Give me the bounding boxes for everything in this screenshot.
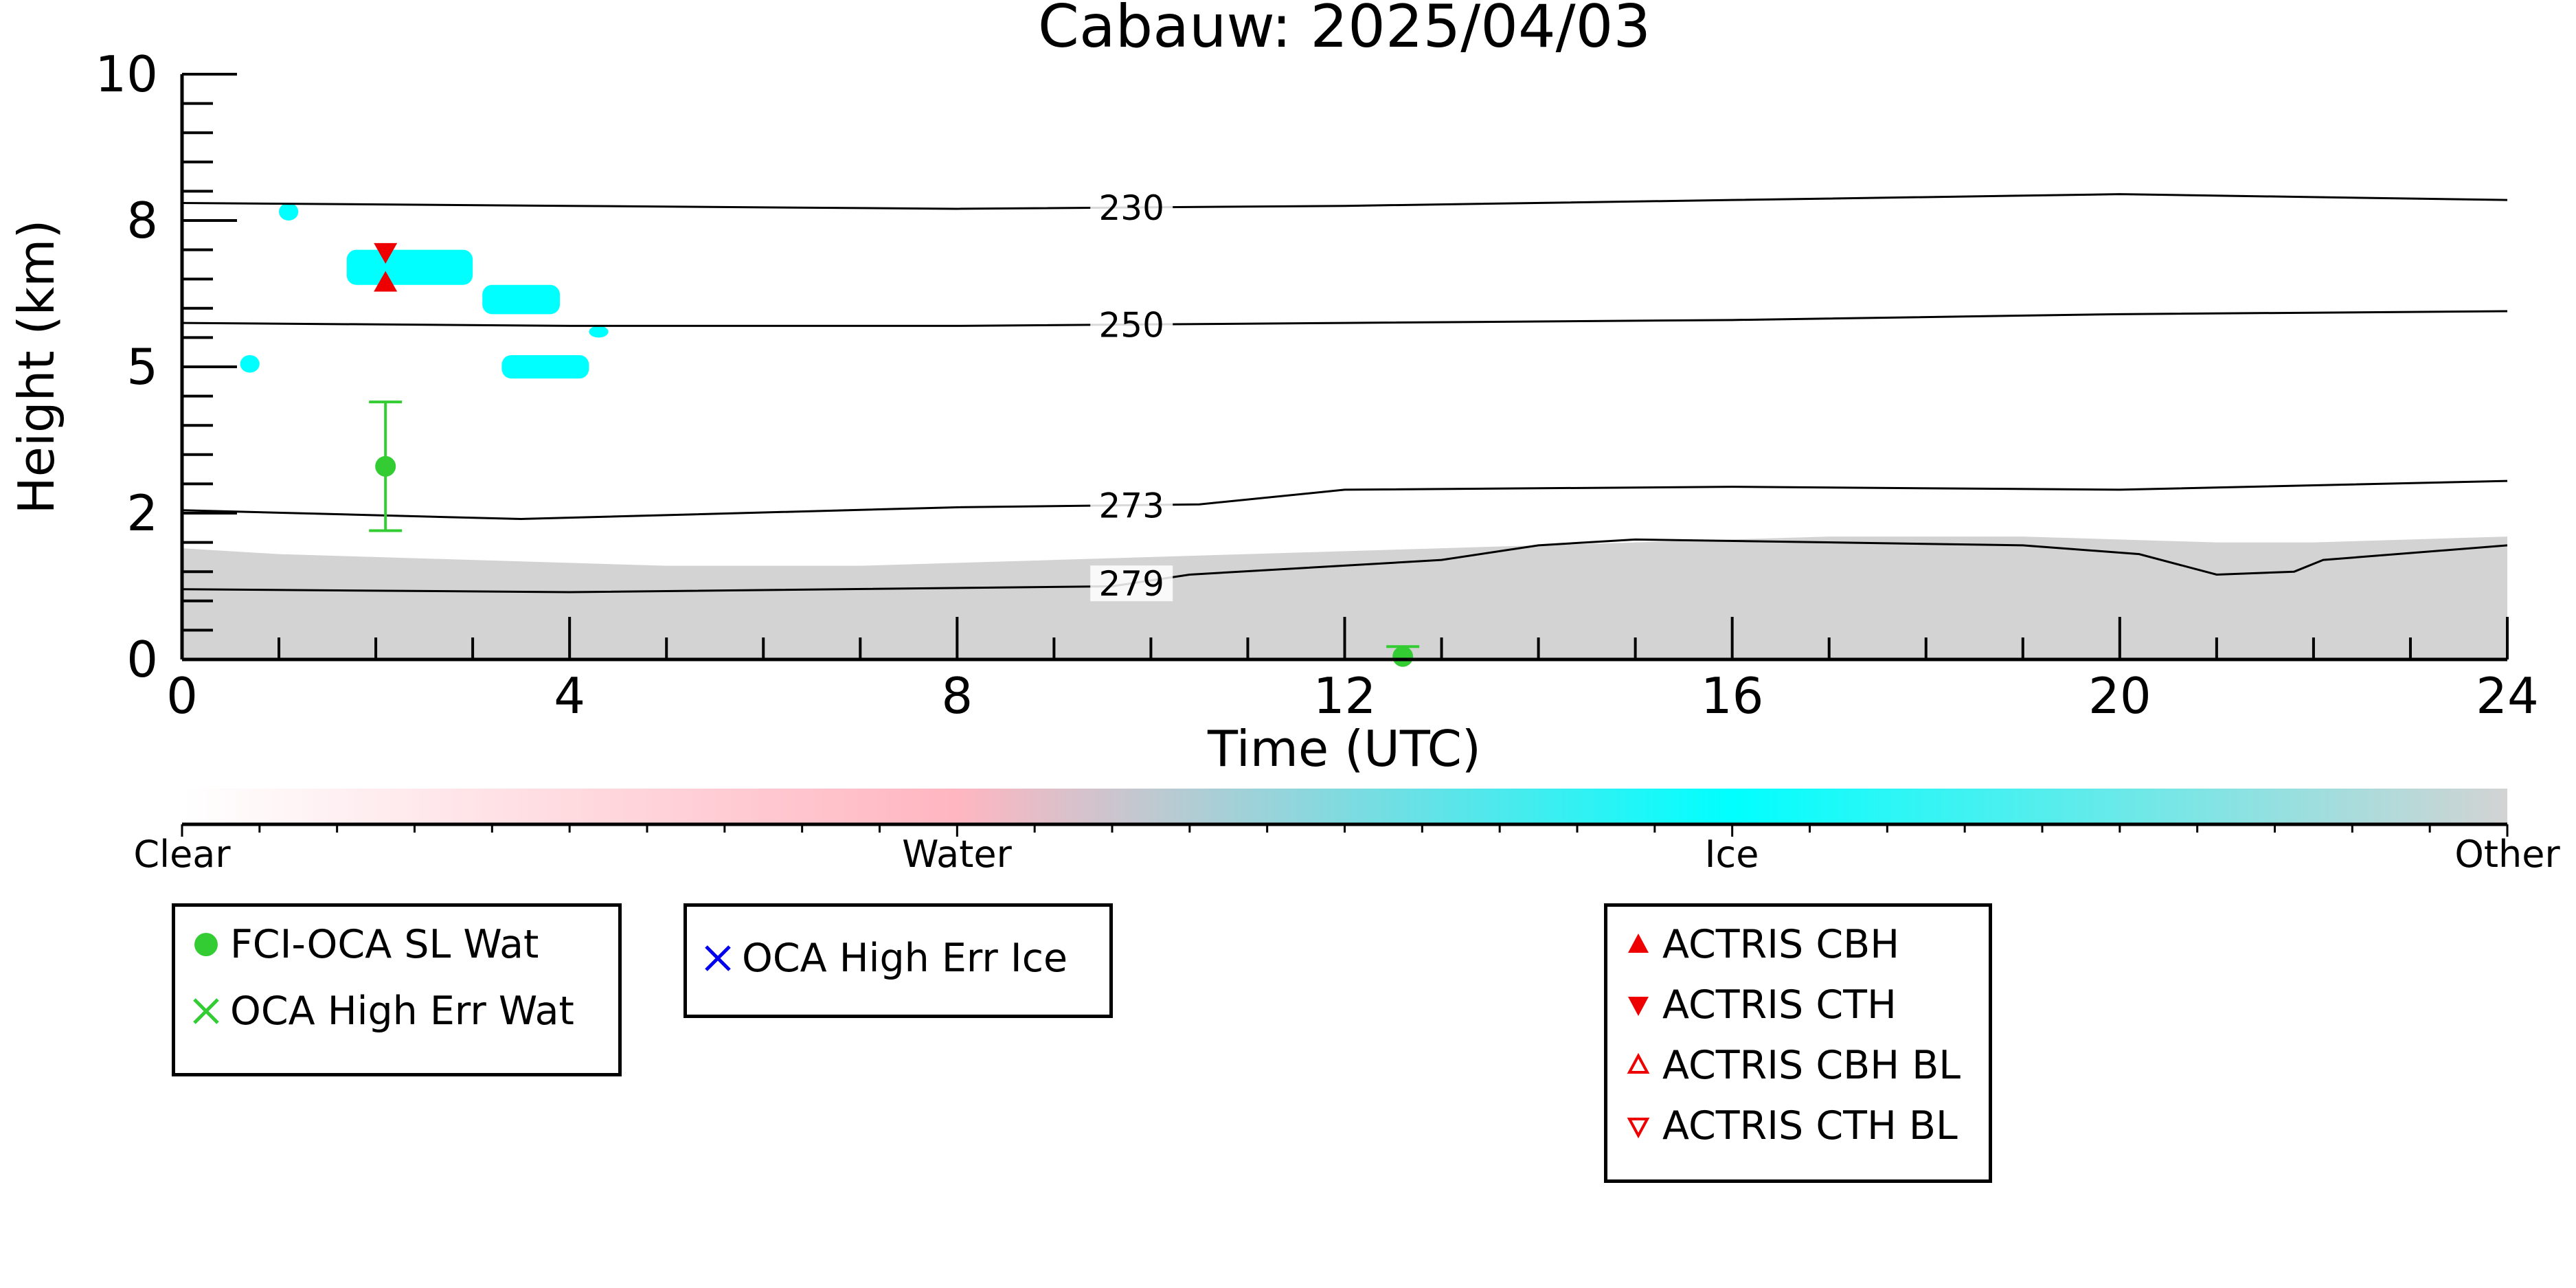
legend-entry-actris-cbh: ACTRIS CBH — [1607, 917, 1899, 972]
colorbar-label-water: Water — [902, 833, 1012, 876]
data-point-triangle-down — [374, 242, 398, 264]
ice-patch — [482, 284, 561, 315]
legend-entry-oca-high-err-ice: OCA High Err Ice — [687, 931, 1067, 986]
legend-entry-actris-cth: ACTRIS CTH — [1607, 978, 1897, 1032]
chart-title: Cabauw: 2025/04/03 — [1038, 0, 1651, 61]
legend-actris: ACTRIS CBH ACTRIS CTH ACTRIS CBH BL ACTR… — [1604, 903, 1992, 1183]
y-tick-label: 5 — [126, 338, 158, 396]
data-point-circle — [1392, 646, 1414, 667]
contour-label: 250 — [1098, 305, 1164, 345]
y-tick-label: 2 — [126, 484, 158, 542]
legend-label: OCA High Err Ice — [742, 936, 1068, 981]
ice-patch — [501, 354, 589, 379]
colorbar-label-ice: Ice — [1705, 833, 1759, 876]
y-tick-label: 0 — [126, 631, 158, 688]
colorbar-label-other: Other — [2454, 833, 2560, 876]
y-tick-label: 10 — [95, 45, 158, 103]
contour-line — [182, 479, 2507, 521]
legend-label: ACTRIS CBH BL — [1662, 1043, 1961, 1088]
contour-label: 273 — [1098, 486, 1164, 526]
x-tick-label: 0 — [166, 667, 198, 725]
contour-line — [182, 193, 2507, 210]
colorbar-gradient — [182, 789, 2507, 824]
x-tick-label: 24 — [2476, 667, 2539, 725]
contour-label-bg — [1090, 565, 1173, 602]
contour-line — [182, 310, 2507, 327]
x-tick-label: 8 — [941, 667, 973, 725]
contour-label-bg — [1090, 306, 1173, 343]
contour-label-bg — [1090, 190, 1173, 226]
legend-label: ACTRIS CTH — [1662, 982, 1897, 1028]
data-point-circle — [375, 455, 396, 477]
temperature-contours: 230 250 273 279 — [182, 188, 2507, 604]
cloud-classification-background — [182, 203, 2507, 659]
triangle-down-open-icon — [1627, 1118, 1650, 1139]
x-mark-icon — [705, 945, 731, 971]
triangle-up-open-icon — [1627, 1052, 1650, 1074]
legend-label: OCA High Err Wat — [230, 988, 574, 1034]
x-tick-label: 12 — [1313, 667, 1377, 725]
legend-entry-actris-cth-bl: ACTRIS CTH BL — [1607, 1098, 1958, 1153]
x-axis-label: Time (UTC) — [1207, 720, 1481, 778]
legend-entry-oca-high-err-wat: OCA High Err Wat — [175, 984, 574, 1039]
x-tick-label: 4 — [554, 667, 585, 725]
other-class-layer — [182, 536, 2507, 659]
ice-patch — [346, 249, 473, 285]
legend-entry-fci-oca-sl-wat: FCI-OCA SL Wat — [175, 917, 539, 972]
legend-label: ACTRIS CTH BL — [1662, 1103, 1958, 1149]
legend-label: ACTRIS CBH — [1662, 922, 1900, 967]
x-mark-icon — [193, 998, 219, 1024]
legend-ice: OCA High Err Ice — [683, 903, 1113, 1018]
ice-patch — [279, 203, 299, 221]
data-point-triangle-up — [374, 271, 398, 292]
legend-water: FCI-OCA SL Wat OCA High Err Wat — [172, 903, 622, 1076]
triangle-down-icon — [1628, 997, 1649, 1016]
legend-entry-actris-cbh-bl: ACTRIS CBH BL — [1607, 1038, 1961, 1093]
x-tick-label: 20 — [2088, 667, 2151, 725]
axes: 0 4 8 12 16 20 24 0 2 5 8 10 — [95, 45, 2538, 725]
contour-label-bg — [1090, 487, 1173, 523]
contour-label: 230 — [1098, 188, 1164, 228]
classification-colorbar: Clear Water Ice Other — [133, 789, 2560, 876]
y-tick-label: 8 — [126, 192, 158, 249]
triangle-up-icon — [1628, 934, 1649, 953]
observation-markers — [369, 242, 1420, 667]
colorbar-label-clear: Clear — [133, 833, 231, 876]
y-axis-label: Height (km) — [8, 220, 65, 515]
legend-label: FCI-OCA SL Wat — [230, 922, 539, 967]
x-tick-label: 16 — [1701, 667, 1764, 725]
filled-circle-icon — [194, 933, 218, 956]
ice-patch — [240, 354, 260, 373]
contour-label: 279 — [1098, 564, 1164, 604]
ice-patch — [589, 326, 609, 338]
